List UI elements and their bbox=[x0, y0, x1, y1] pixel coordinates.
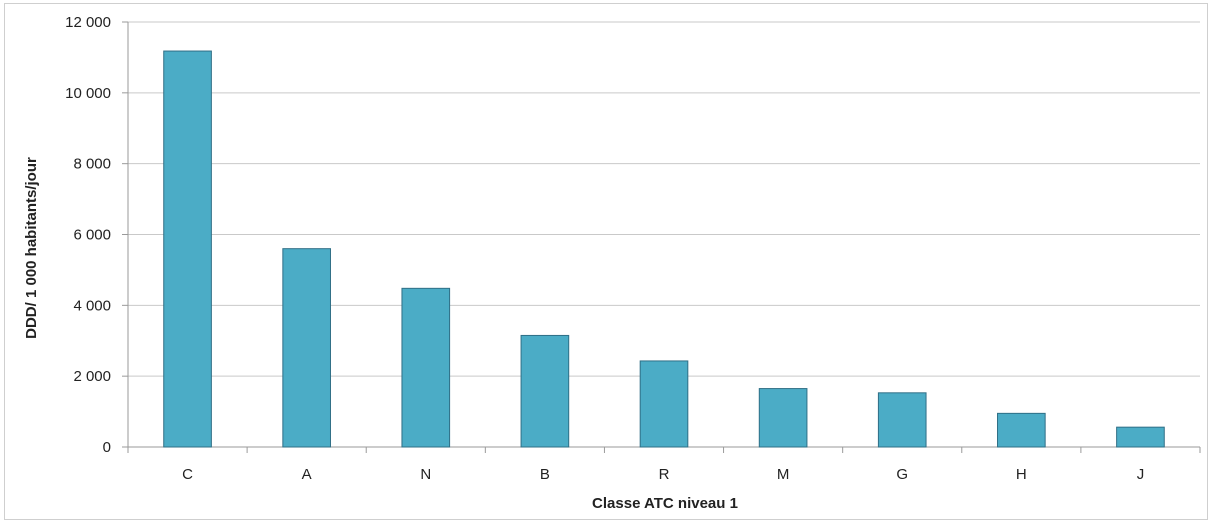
x-tick-label: M bbox=[777, 466, 790, 483]
x-tick-label: B bbox=[540, 466, 550, 483]
bar-R bbox=[639, 360, 689, 448]
y-tick-label: 8 000 bbox=[73, 156, 111, 173]
bar-J bbox=[1116, 426, 1165, 448]
bar-G bbox=[877, 392, 927, 448]
y-axis-title: DDD/ 1 000 habitants/jour bbox=[23, 157, 40, 339]
bar-M bbox=[758, 388, 808, 448]
x-tick-label: G bbox=[896, 466, 908, 483]
y-tick-label: 12 000 bbox=[65, 14, 111, 31]
bar-B bbox=[520, 334, 570, 448]
x-tick-label: A bbox=[302, 466, 312, 483]
y-tick-label: 6 000 bbox=[73, 227, 111, 244]
y-tick-label: 0 bbox=[103, 439, 111, 456]
tick-labels: 0 2 000 4 000 6 000 8 000 10 000 12 000 C A N B R M G… bbox=[65, 14, 1144, 483]
bar-A bbox=[282, 248, 331, 448]
bar-N bbox=[401, 287, 451, 448]
bar-H bbox=[997, 412, 1046, 448]
y-tick-label: 2 000 bbox=[73, 368, 111, 385]
bars bbox=[163, 50, 1165, 448]
x-tick-label: C bbox=[182, 466, 193, 483]
x-axis-title: Classe ATC niveau 1 bbox=[592, 495, 738, 512]
bar-C bbox=[163, 50, 212, 448]
x-tick-label: R bbox=[659, 466, 670, 483]
x-tick-label: J bbox=[1137, 466, 1145, 483]
y-tick-label: 4 000 bbox=[73, 297, 111, 314]
x-tick-label: N bbox=[420, 466, 431, 483]
y-tick-label: 10 000 bbox=[65, 85, 111, 102]
x-tick-label: H bbox=[1016, 466, 1027, 483]
